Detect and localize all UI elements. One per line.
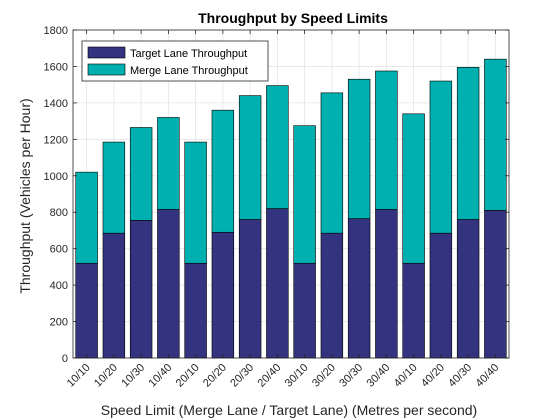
bars-layer [75,58,507,359]
y-axis-label: Throughput (Vehicles per Hour) [17,98,33,293]
y-tick-label: 1400 [44,98,68,110]
bar-target-10-20 [102,232,126,359]
x-axis-label: Speed Limit (Merge Lane / Target Lane) (… [101,402,477,418]
legend-swatch [87,46,126,59]
bar-merge-40-10 [402,113,425,264]
bar-target-20-40 [266,208,289,359]
bar-target-30-10 [293,262,316,359]
bar-target-20-10 [184,262,207,359]
y-tick-label: 200 [50,317,68,329]
y-tick-label: 1600 [44,61,68,73]
bar-merge-40-30 [456,67,480,220]
y-tick-label: 400 [50,280,68,292]
bar-merge-20-20 [211,109,235,233]
bar-target-40-40 [484,210,507,359]
bar-target-10-10 [75,262,98,359]
bar-target-30-40 [375,209,398,359]
legend-label: Target Lane Throughput [130,48,247,60]
y-tick-label: 600 [50,244,68,256]
bar-merge-30-10 [293,125,316,264]
y-tick-label: 1000 [44,171,68,183]
bar-target-20-30 [238,219,262,359]
bar-target-40-10 [402,262,425,359]
bar-target-10-30 [129,220,153,359]
bar-merge-40-20 [429,80,453,234]
plot-frame [72,29,510,359]
bar-target-40-30 [456,219,480,359]
bar-merge-20-10 [184,141,207,264]
bar-target-10-40 [157,209,180,359]
bar-target-20-20 [211,231,235,359]
chart-title: Throughput by Speed Limits [198,10,388,26]
y-tick-label: 0 [62,353,68,365]
bar-merge-30-20 [320,92,344,234]
legend: Target Lane Throughput Merge Lane Through… [81,40,269,82]
bar-target-30-30 [347,218,371,359]
bar-merge-30-30 [347,78,371,219]
bar-merge-20-30 [238,95,262,220]
bar-merge-20-40 [266,85,289,209]
bar-merge-30-40 [375,70,398,210]
legend-swatch [87,63,126,76]
bar-merge-40-40 [484,58,507,211]
bar-target-30-20 [320,232,344,359]
bar-merge-10-30 [129,127,153,221]
legend-label: Merge Lane Throughput [130,65,248,77]
y-tick-label: 1800 [44,25,68,37]
y-tick-label: 800 [50,207,68,219]
y-tick-label: 1200 [44,134,68,146]
bar-merge-10-20 [102,141,126,234]
bar-merge-10-40 [157,117,180,210]
bar-merge-10-10 [75,171,98,264]
bar-target-40-20 [429,232,453,359]
